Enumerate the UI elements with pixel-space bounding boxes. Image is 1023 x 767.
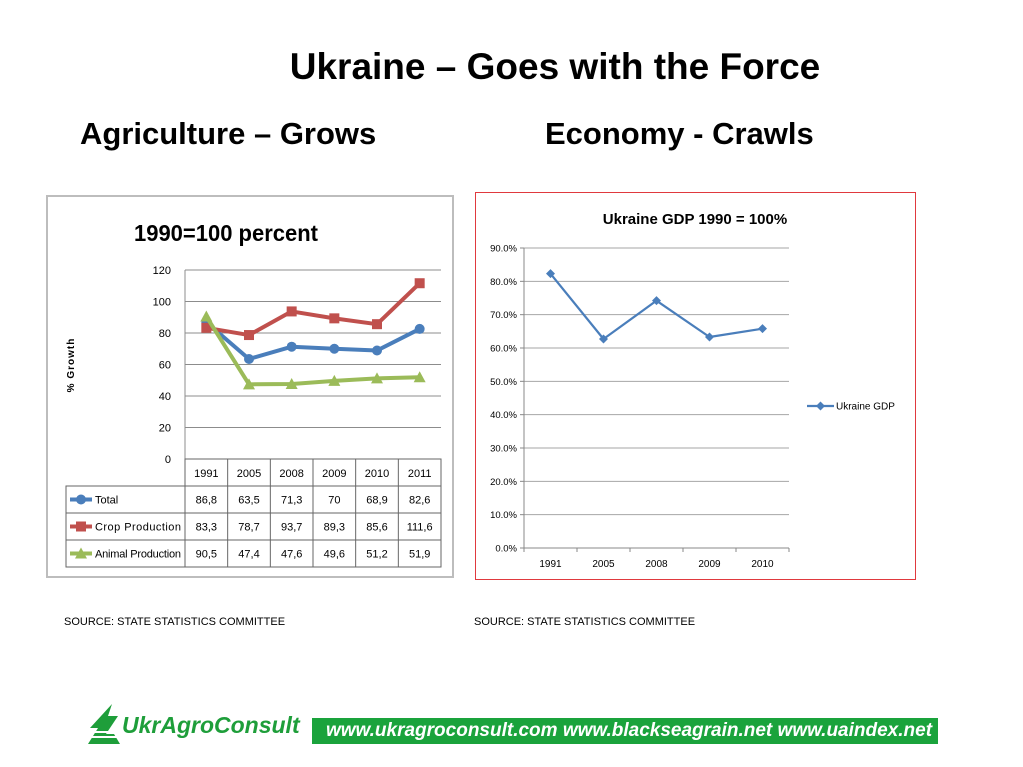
chart-title: Ukraine GDP 1990 = 100%	[603, 211, 787, 228]
data-point	[372, 319, 382, 330]
x-tick-label: 2008	[279, 468, 303, 480]
data-point	[599, 334, 608, 344]
data-point	[414, 323, 425, 334]
data-point	[201, 322, 212, 333]
data-label: 89,3	[324, 522, 345, 534]
legend-marker	[76, 521, 86, 532]
data-label: 90,5	[196, 549, 217, 561]
y-tick-label: 120	[153, 265, 171, 277]
logo-emblem-icon	[86, 704, 122, 744]
series-line-0	[205, 320, 421, 361]
agriculture-subtitle: Agriculture – Grows	[80, 116, 377, 151]
gdp-chart: Ukraine GDP 1990 = 100% 0.0% 10.0% 20.0% 30.…	[490, 211, 895, 570]
x-tick-label: 2005	[592, 559, 615, 570]
agriculture-chart-panel: 1990=100 percent 0 20 40 60 80 100 120 % Growth 1…	[46, 195, 454, 578]
data-point	[244, 353, 254, 364]
legend-entry: Animal Production	[95, 549, 181, 561]
y-tick-label: 0.0%	[495, 544, 517, 555]
x-tick-label: 1991	[194, 468, 218, 480]
logo-text: UkrAgroConsult	[122, 712, 300, 738]
data-point	[244, 330, 254, 341]
data-label: 51,9	[409, 549, 430, 561]
data-label: 63,5	[238, 495, 259, 507]
legend-entry: Ukraine GDP	[836, 402, 895, 413]
data-point	[286, 341, 297, 352]
data-point	[286, 306, 297, 317]
data-label: 78,7	[238, 522, 259, 534]
y-tick-label: 60.0%	[490, 344, 517, 355]
legend-marker	[75, 547, 87, 559]
data-label: 70	[328, 495, 340, 507]
data-label: 71,3	[281, 495, 302, 507]
data-label: 49,6	[324, 549, 345, 561]
y-tick-label: 30.0%	[490, 444, 517, 455]
data-point	[329, 313, 340, 324]
y-axis-label: % Growth	[66, 338, 77, 393]
data-label: 51,2	[366, 549, 387, 561]
data-point	[414, 278, 425, 289]
data-point	[371, 372, 383, 384]
data-point	[413, 371, 426, 383]
x-tick-label: 1991	[539, 559, 562, 570]
chart-title: 1990=100 percent	[134, 221, 318, 247]
y-tick-label: 80	[159, 328, 171, 340]
data-point	[652, 296, 661, 306]
data-point	[372, 345, 382, 356]
agriculture-source: SOURCE: STATE STATISTICS COMMITTEE	[64, 616, 286, 628]
y-tick-label: 20.0%	[490, 477, 517, 488]
x-tick-label: 2011	[408, 468, 432, 480]
y-tick-label: 90.0%	[490, 244, 517, 255]
data-point	[285, 378, 298, 390]
data-label: 47,4	[238, 549, 259, 561]
y-tick-label: 60	[159, 360, 171, 372]
y-tick-label: 100	[153, 297, 171, 309]
y-tick-label: 20	[159, 423, 171, 435]
data-point	[546, 269, 555, 279]
legend-entry: Total	[95, 495, 118, 507]
economy-subtitle: Economy - Crawls	[545, 116, 814, 151]
data-label: 47,6	[281, 549, 302, 561]
data-label: 86,8	[196, 495, 217, 507]
data-point	[200, 310, 213, 322]
series-line-1	[205, 281, 422, 338]
y-tick-label: 40	[159, 391, 171, 403]
y-tick-label: 40.0%	[490, 410, 517, 421]
data-label: 93,7	[281, 522, 302, 534]
slide-title: Ukraine – Goes with the Force	[289, 46, 821, 87]
data-label: 83,3	[196, 522, 217, 534]
legend-marker	[76, 494, 86, 505]
legend-marker	[816, 401, 825, 411]
data-label: 111,6	[407, 522, 433, 534]
legend-entry: Crop Production	[95, 522, 181, 534]
ukragroconsult-logo: UkrAgroConsult	[84, 702, 304, 746]
data-point	[328, 374, 341, 386]
data-point	[329, 343, 340, 354]
series-line	[549, 272, 763, 341]
data-label: 68,9	[366, 495, 387, 507]
y-tick-label: 70.0%	[490, 310, 517, 321]
x-tick-label: 2010	[751, 559, 774, 570]
gdp-chart-panel: Ukraine GDP 1990 = 100% 0.0% 10.0% 20.0% 30.…	[475, 192, 916, 580]
y-tick-label: 0	[165, 454, 171, 466]
websites-banner: www.ukragroconsult.com www.blackseagrain…	[312, 718, 938, 744]
series-line-2	[204, 315, 420, 387]
data-point	[705, 332, 714, 342]
x-tick-label: 2008	[645, 559, 668, 570]
y-tick-label: 80.0%	[490, 277, 517, 288]
agriculture-chart: 1990=100 percent 0 20 40 60 80 100 120 % Growth 1…	[65, 221, 442, 568]
gdp-source: SOURCE: STATE STATISTICS COMMITTEE	[474, 616, 696, 628]
x-tick-label: 2005	[237, 468, 261, 480]
data-point	[758, 324, 767, 334]
y-tick-label: 10.0%	[490, 510, 517, 521]
x-tick-label: 2010	[365, 468, 389, 480]
x-tick-label: 2009	[698, 559, 721, 570]
x-tick-label: 2009	[322, 468, 346, 480]
y-tick-label: 50.0%	[490, 377, 517, 388]
data-point	[243, 378, 255, 390]
data-label: 82,6	[409, 495, 430, 507]
data-label: 85,6	[366, 522, 387, 534]
